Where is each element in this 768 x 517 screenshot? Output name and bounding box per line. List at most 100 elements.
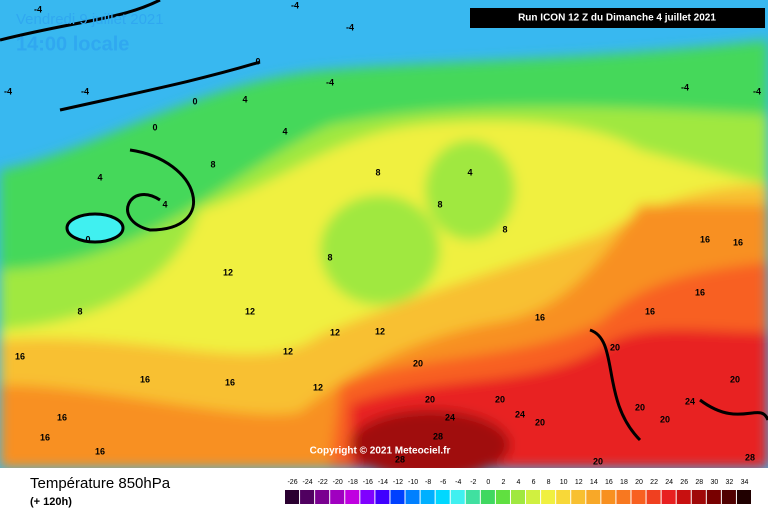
legend-swatch — [661, 490, 676, 504]
legend-swatch — [510, 490, 526, 504]
contour-label: 8 — [210, 159, 215, 169]
legend-label: -2 — [470, 479, 476, 486]
contour-label: 4 — [242, 94, 247, 104]
legend-swatch — [405, 490, 420, 504]
contour-label: -4 — [681, 82, 689, 92]
legend-label: -8 — [425, 479, 431, 486]
contour-label: -4 — [291, 0, 299, 10]
contour-label: 16 — [225, 377, 235, 387]
legend-swatch — [691, 490, 706, 504]
contour-label: 20 — [610, 342, 620, 352]
legend-label: 14 — [590, 479, 598, 486]
run-box — [470, 8, 765, 28]
contour-label: 28 — [433, 431, 443, 441]
contour-label: 20 — [660, 414, 670, 424]
legend-swatch — [571, 490, 586, 504]
contour-label: 0 — [255, 56, 260, 66]
local-time: 14:00 locale — [16, 33, 129, 55]
contour-label: 16 — [57, 412, 67, 422]
legend-swatch — [736, 490, 751, 504]
contour-label: 24 — [685, 396, 695, 406]
contour-label: 8 — [77, 306, 82, 316]
copyright: Copyright © 2021 Meteociel.fr — [310, 446, 451, 457]
parameter: Température 850hPa — [30, 475, 171, 492]
legend-swatch — [285, 490, 300, 504]
legend-label: 28 — [695, 479, 703, 486]
legend-swatch — [586, 490, 601, 504]
legend-label: -26 — [287, 479, 297, 486]
legend-swatch — [390, 490, 405, 504]
legend-swatch — [480, 490, 495, 504]
contour-label: 28 — [745, 452, 755, 462]
legend-label: 26 — [680, 479, 688, 486]
run-info: Run ICON 12 Z du Dimanche 4 juillet 2021 — [518, 13, 716, 24]
contour-label: -4 — [81, 86, 89, 96]
legend-swatch — [676, 490, 691, 504]
legend-label: 18 — [620, 479, 628, 486]
contour-label: 16 — [645, 306, 655, 316]
contour-label: -4 — [326, 77, 334, 87]
contour-label: 20 — [425, 394, 435, 404]
contour-label: 20 — [593, 456, 603, 466]
contour-label: 4 — [282, 126, 287, 136]
contour-label: 16 — [140, 374, 150, 384]
contour-label: 8 — [502, 224, 507, 234]
legend-label: 22 — [650, 479, 658, 486]
contour-label: 0 — [85, 234, 90, 244]
contour-label: 16 — [700, 234, 710, 244]
legend-swatch — [435, 490, 450, 504]
legend-label: -16 — [363, 479, 373, 486]
temperature-field — [0, 0, 768, 480]
contour-label: 20 — [635, 402, 645, 412]
legend-label: -20 — [333, 479, 343, 486]
legend-swatch — [330, 490, 345, 504]
contour-label: -4 — [34, 4, 42, 14]
legend-swatch — [345, 490, 360, 504]
legend-label: 20 — [635, 479, 643, 486]
legend-label: -24 — [303, 479, 313, 486]
legend-label: 2 — [501, 479, 505, 486]
legend-label: 10 — [560, 479, 568, 486]
contour-label: 28 — [395, 454, 405, 464]
legend-label: -12 — [393, 479, 403, 486]
contour-label: 20 — [730, 374, 740, 384]
legend-swatch — [360, 490, 375, 504]
legend-label: 16 — [605, 479, 613, 486]
contour-label: 16 — [40, 432, 50, 442]
contour-label: 24 — [445, 412, 455, 422]
contour-label: -4 — [346, 22, 354, 32]
legend-swatch — [420, 490, 435, 504]
legend-swatch — [450, 490, 465, 504]
contour-label: 4 — [467, 167, 472, 177]
legend-swatch — [706, 490, 721, 504]
contour-label: 16 — [15, 351, 25, 361]
contour-label: 0 — [152, 122, 157, 132]
contour-label: 12 — [223, 267, 233, 277]
contour-label: 4 — [97, 172, 102, 182]
legend-label: 12 — [575, 479, 583, 486]
legend-label: -6 — [440, 479, 446, 486]
contour-label: 20 — [495, 394, 505, 404]
contour-label: 8 — [375, 167, 380, 177]
legend-swatch — [300, 490, 315, 504]
lead-time: (+ 120h) — [30, 496, 72, 508]
legend-label: -14 — [378, 479, 388, 486]
legend-label: -10 — [408, 479, 418, 486]
contour-label: 20 — [535, 417, 545, 427]
legend-swatch — [556, 490, 571, 504]
contour-label: 16 — [535, 312, 545, 322]
legend-label: 4 — [517, 479, 521, 486]
legend-swatch — [631, 490, 646, 504]
legend-label: 30 — [710, 479, 718, 486]
legend-label: -18 — [348, 479, 358, 486]
color-legend: -26 -24 -22 -20 -18 -16 -14 -12 -10 -8 -6 -4 -2 0 2 4 6 8… — [285, 479, 751, 504]
contour-label: 16 — [733, 237, 743, 247]
contour-label: 12 — [330, 327, 340, 337]
contour-label: 8 — [327, 252, 332, 262]
legend-label: 0 — [486, 479, 490, 486]
legend-swatch — [375, 490, 390, 504]
contour-label: 8 — [437, 199, 442, 209]
legend-swatch — [465, 490, 480, 504]
contour-label: 12 — [313, 382, 323, 392]
contour-label: 12 — [283, 346, 293, 356]
